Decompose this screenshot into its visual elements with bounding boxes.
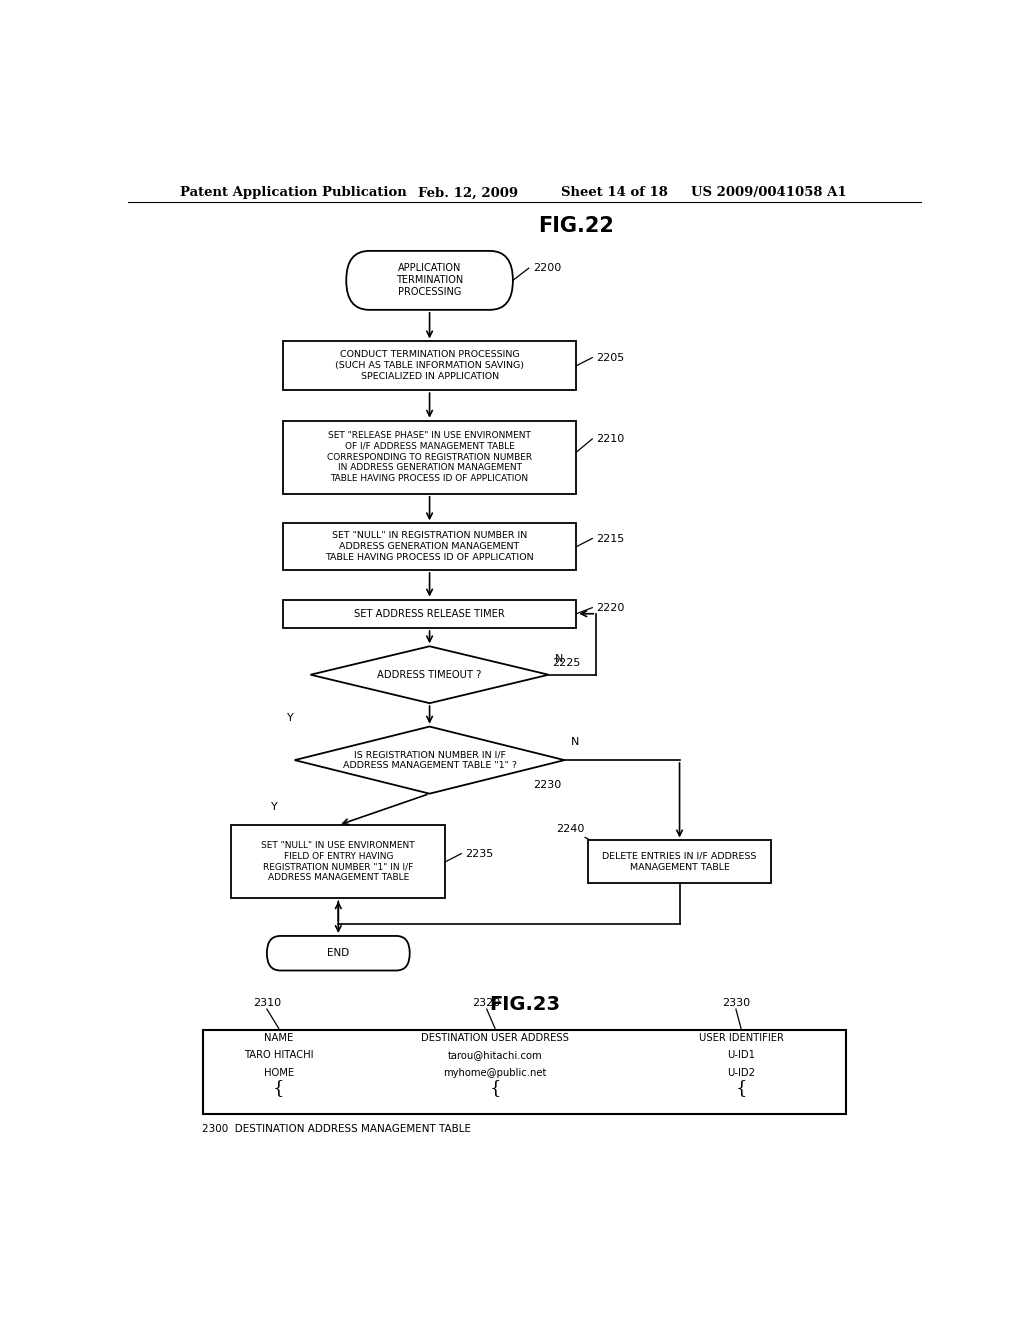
Text: myhome@public.net: myhome@public.net xyxy=(443,1068,547,1078)
Text: SET ADDRESS RELEASE TIMER: SET ADDRESS RELEASE TIMER xyxy=(354,609,505,619)
Text: 2320: 2320 xyxy=(473,998,501,1008)
Text: 2220: 2220 xyxy=(596,603,625,612)
Text: SET "RELEASE PHASE" IN USE ENVIRONMENT
OF I/F ADDRESS MANAGEMENT TABLE
CORRESPON: SET "RELEASE PHASE" IN USE ENVIRONMENT O… xyxy=(327,432,532,483)
Text: 2210: 2210 xyxy=(596,434,625,444)
Text: ADDRESS TIMEOUT ?: ADDRESS TIMEOUT ? xyxy=(378,669,481,680)
Polygon shape xyxy=(295,726,564,793)
FancyBboxPatch shape xyxy=(267,936,410,970)
Text: USER IDENTIFIER: USER IDENTIFIER xyxy=(698,1034,783,1043)
FancyBboxPatch shape xyxy=(283,523,577,570)
Text: NAME: NAME xyxy=(264,1034,294,1043)
Text: 2205: 2205 xyxy=(596,352,625,363)
Text: Patent Application Publication: Patent Application Publication xyxy=(179,186,407,199)
Text: 2240: 2240 xyxy=(556,824,585,834)
Text: IS REGISTRATION NUMBER IN I/F
ADDRESS MANAGEMENT TABLE "1" ?: IS REGISTRATION NUMBER IN I/F ADDRESS MA… xyxy=(343,750,516,770)
Text: N: N xyxy=(570,737,580,747)
Text: tarou@hitachi.com: tarou@hitachi.com xyxy=(447,1049,543,1060)
Text: 2215: 2215 xyxy=(596,533,625,544)
Text: TARO HITACHI: TARO HITACHI xyxy=(244,1049,313,1060)
Text: 2300  DESTINATION ADDRESS MANAGEMENT TABLE: 2300 DESTINATION ADDRESS MANAGEMENT TABL… xyxy=(202,1125,471,1134)
Text: US 2009/0041058 A1: US 2009/0041058 A1 xyxy=(691,186,847,199)
Text: {: { xyxy=(735,1080,746,1097)
Text: FIG.23: FIG.23 xyxy=(489,994,560,1014)
Text: 2330: 2330 xyxy=(722,998,750,1008)
Text: Feb. 12, 2009: Feb. 12, 2009 xyxy=(418,186,518,199)
Text: DESTINATION USER ADDRESS: DESTINATION USER ADDRESS xyxy=(421,1034,569,1043)
Text: DELETE ENTRIES IN I/F ADDRESS
MANAGEMENT TABLE: DELETE ENTRIES IN I/F ADDRESS MANAGEMENT… xyxy=(602,851,757,871)
Text: SET "NULL" IN USE ENVIRONMENT
FIELD OF ENTRY HAVING
REGISTRATION NUMBER "1" IN I: SET "NULL" IN USE ENVIRONMENT FIELD OF E… xyxy=(261,841,415,882)
Polygon shape xyxy=(310,647,549,704)
Text: END: END xyxy=(328,948,349,958)
Text: {: { xyxy=(273,1080,285,1097)
Text: FIG.22: FIG.22 xyxy=(539,216,614,236)
FancyBboxPatch shape xyxy=(346,251,513,310)
Bar xyxy=(204,1031,846,1114)
FancyBboxPatch shape xyxy=(231,825,445,899)
Text: 2230: 2230 xyxy=(532,780,561,791)
Text: U-ID2: U-ID2 xyxy=(727,1068,755,1078)
Text: U-ID1: U-ID1 xyxy=(727,1049,755,1060)
Text: HOME: HOME xyxy=(264,1068,294,1078)
Text: 2310: 2310 xyxy=(253,998,281,1008)
Text: Y: Y xyxy=(271,801,279,812)
Text: N: N xyxy=(555,655,563,664)
FancyBboxPatch shape xyxy=(283,421,577,494)
Text: APPLICATION
TERMINATION
PROCESSING: APPLICATION TERMINATION PROCESSING xyxy=(396,264,463,297)
Text: Sheet 14 of 18: Sheet 14 of 18 xyxy=(560,186,668,199)
Text: CONDUCT TERMINATION PROCESSING
(SUCH AS TABLE INFORMATION SAVING)
SPECIALIZED IN: CONDUCT TERMINATION PROCESSING (SUCH AS … xyxy=(335,351,524,381)
Text: Y: Y xyxy=(288,713,294,723)
Text: 2225: 2225 xyxy=(553,657,581,668)
Text: 2200: 2200 xyxy=(532,263,561,273)
FancyBboxPatch shape xyxy=(283,342,577,391)
Text: SET "NULL" IN REGISTRATION NUMBER IN
ADDRESS GENERATION MANAGEMENT
TABLE HAVING : SET "NULL" IN REGISTRATION NUMBER IN ADD… xyxy=(326,532,534,562)
FancyBboxPatch shape xyxy=(283,599,577,628)
Text: 2235: 2235 xyxy=(465,849,494,858)
FancyBboxPatch shape xyxy=(588,841,771,883)
Text: {: { xyxy=(489,1080,501,1097)
